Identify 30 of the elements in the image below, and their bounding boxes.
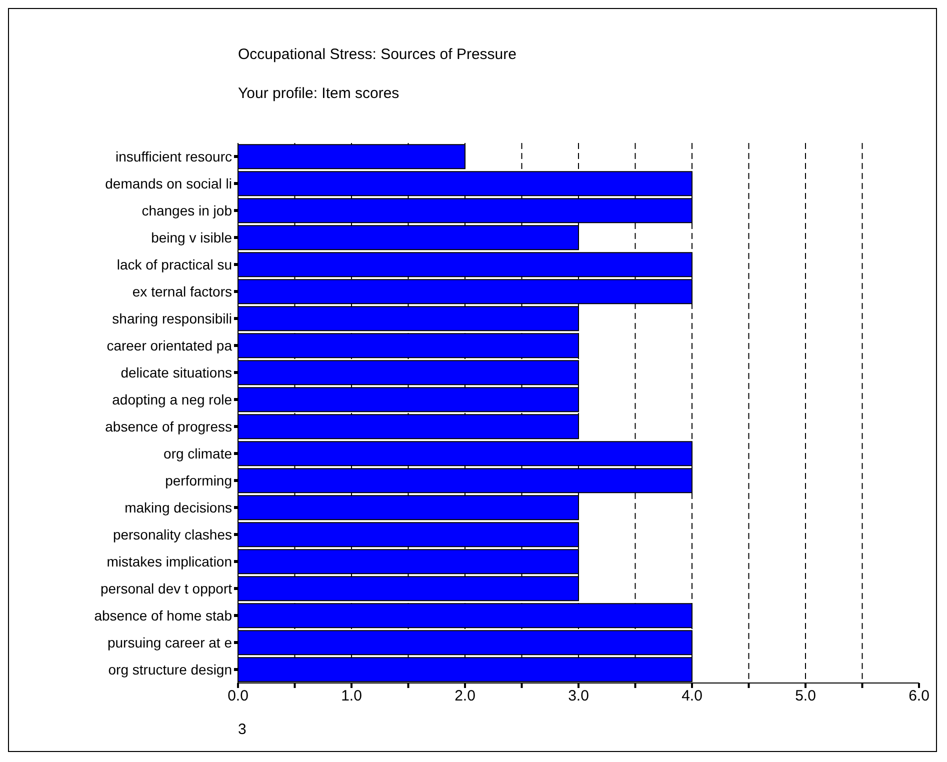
text: 3 [238, 721, 246, 738]
x-tick-label: 4.0 [682, 688, 702, 705]
x-tick-label: 6.0 [908, 688, 930, 705]
y-tick-label: being v isible [151, 229, 232, 246]
y-tick-label: delicate situations [120, 364, 232, 380]
y-tick-label: mistakes implication [106, 553, 232, 570]
x-tick-label: 2.0 [454, 688, 476, 705]
chart-title: Occupational Stress: Sources of Pressure [238, 46, 516, 63]
y-tick-label: changes in job [142, 202, 232, 218]
x-tick-label: 1.0 [341, 688, 362, 705]
y-tick-label: absence of progress [105, 418, 232, 434]
y-tick-label: org climate [164, 445, 232, 462]
y-tick-label: demands on social li [105, 175, 232, 192]
y-tick-label: personal dev t opport [100, 580, 232, 596]
x-tick-label: 5.0 [795, 688, 816, 705]
chart-subtitle: Your profile: Item scores [238, 85, 400, 102]
x-tick-label: 3.0 [568, 688, 589, 705]
y-tick-label: insufficient resourc [116, 148, 232, 164]
y-tick-label: ex ternal factors [132, 283, 232, 300]
y-tick-label: career orientated pa [106, 337, 232, 354]
y-tick-label: lack of practical su [116, 256, 232, 272]
y-tick-label: personality clashes [112, 526, 232, 542]
y-tick-label: performing [165, 472, 232, 488]
y-tick-label: adopting a neg role [112, 391, 232, 408]
y-tick-label: pursuing career at e [107, 634, 232, 650]
y-tick-label: absence of home stab [94, 607, 232, 624]
x-tick-label: 0.0 [228, 688, 248, 705]
y-tick-label: making decisions [124, 499, 232, 516]
y-tick-label: sharing responsibili [112, 310, 232, 326]
y-tick-label: org structure design [108, 661, 232, 678]
